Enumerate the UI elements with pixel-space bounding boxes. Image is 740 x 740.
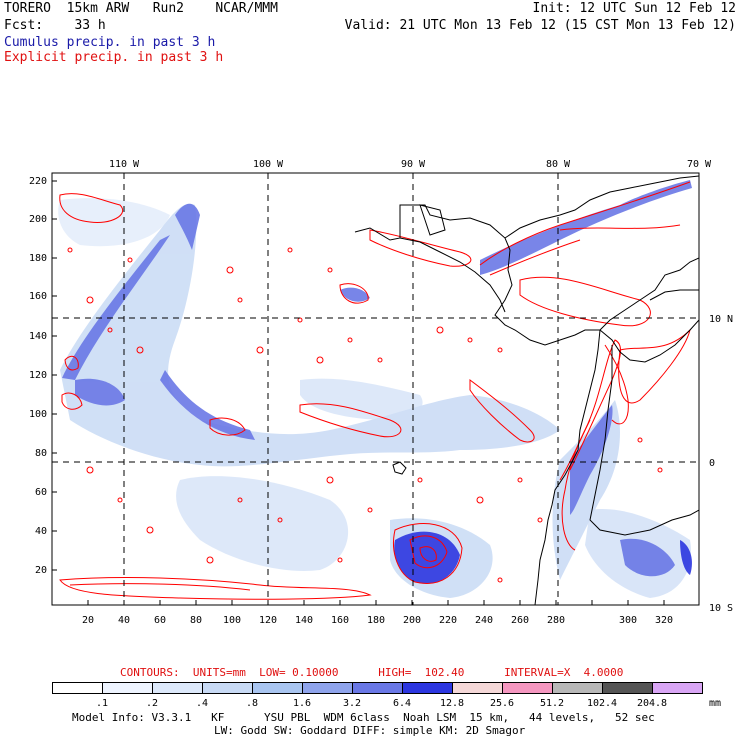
colorbar-tick: 6.4 — [392, 698, 412, 709]
precip-map: 110 W 100 W 90 W 80 W 70 W 10 N 0 10 S 2… — [29, 159, 733, 626]
x-label: 40 — [118, 615, 130, 626]
valid-time: Valid: 21 UTC Mon 13 Feb 12 (15 CST Mon … — [344, 18, 736, 33]
lat-label-10n: 10 N — [709, 314, 733, 325]
colorbar-swatch — [452, 682, 503, 694]
lat-lon-grid — [52, 173, 699, 605]
colorbar-tick: 3.2 — [342, 698, 362, 709]
x-label: 20 — [82, 615, 94, 626]
y-label: 20 — [35, 565, 47, 576]
colorbar-tick: 25.6 — [489, 698, 515, 709]
colorbar-tick: .2 — [145, 698, 159, 709]
x-label: 240 — [475, 615, 493, 626]
lon-label-110w: 110 W — [109, 159, 140, 170]
y-label: 180 — [29, 253, 47, 264]
colorbar-swatch — [652, 682, 703, 694]
y-label: 60 — [35, 487, 47, 498]
colorbar-swatch — [502, 682, 553, 694]
x-label: 140 — [295, 615, 313, 626]
x-label: 260 — [511, 615, 529, 626]
colorbar-swatch — [552, 682, 603, 694]
colorbar-tick: 204.8 — [636, 698, 668, 709]
colorbar-swatch — [302, 682, 353, 694]
x-label: 280 — [547, 615, 565, 626]
contour-info: CONTOURS: UNITS=mm LOW= 0.10000 HIGH= 10… — [120, 666, 624, 679]
colorbar-tick: .4 — [195, 698, 209, 709]
model-title: TORERO 15km ARW Run2 NCAR/MMM — [4, 1, 278, 16]
y-label: 40 — [35, 526, 47, 537]
colorbar-tick: .1 — [95, 698, 109, 709]
y-label: 160 — [29, 291, 47, 302]
x-label: 60 — [154, 615, 166, 626]
colorbar-tick: 12.8 — [439, 698, 465, 709]
forecast-hour: Fcst: 33 h — [4, 18, 106, 33]
cumulus-precip-label: Cumulus precip. in past 3 h — [4, 35, 216, 50]
colorbar-swatch — [152, 682, 203, 694]
y-label: 140 — [29, 331, 47, 342]
x-label: 80 — [190, 615, 202, 626]
cumulus-precip-heavy — [62, 180, 692, 584]
colorbar-swatch — [202, 682, 253, 694]
y-label: 200 — [29, 214, 47, 225]
lat-label-0: 0 — [709, 458, 715, 469]
lon-label-90w: 90 W — [401, 159, 426, 170]
y-label: 120 — [29, 370, 47, 381]
model-info: Model Info: V3.3.1 KF YSU PBL WDM 6class… — [72, 711, 655, 724]
x-label: 160 — [331, 615, 349, 626]
colorbar-swatch — [602, 682, 653, 694]
explicit-precip-contours — [59, 181, 691, 600]
explicit-precip-speckle — [67, 247, 663, 583]
colorbar-tick: 1.6 — [292, 698, 312, 709]
colorbar-tick: 102.4 — [586, 698, 618, 709]
lat-label-10s: 10 S — [709, 603, 733, 614]
x-label: 300 — [619, 615, 637, 626]
physics-info: LW: Godd SW: Goddard DIFF: simple KM: 2D… — [214, 724, 526, 737]
colorbar-swatch — [402, 682, 453, 694]
x-label: 320 — [655, 615, 673, 626]
coastlines — [354, 175, 699, 605]
lon-label-70w: 70 W — [687, 159, 712, 170]
x-label: 180 — [367, 615, 385, 626]
x-label: 100 — [223, 615, 241, 626]
lon-label-80w: 80 W — [546, 159, 571, 170]
colorbar-swatch — [252, 682, 303, 694]
axis-ticks — [52, 180, 665, 605]
colorbar-swatch — [52, 682, 103, 694]
lon-label-100w: 100 W — [253, 159, 284, 170]
colorbar-tick: .8 — [245, 698, 259, 709]
colorbar-tick: 51.2 — [539, 698, 565, 709]
x-label: 220 — [439, 615, 457, 626]
init-time: Init: 12 UTC Sun 12 Feb 12 — [532, 1, 737, 16]
y-label: 220 — [29, 176, 47, 187]
y-label: 100 — [29, 409, 47, 420]
cumulus-precip-field — [58, 198, 691, 598]
explicit-precip-label: Explicit precip. in past 3 h — [4, 50, 224, 65]
x-label: 200 — [403, 615, 421, 626]
colorbar-units: mm — [708, 698, 722, 709]
x-label: 120 — [259, 615, 277, 626]
y-label: 80 — [35, 448, 47, 459]
colorbar-swatch — [352, 682, 403, 694]
colorbar-swatch — [102, 682, 153, 694]
